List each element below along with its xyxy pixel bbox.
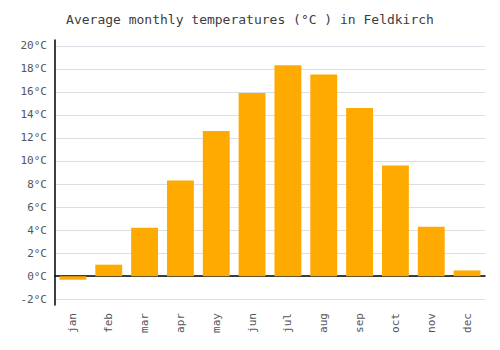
svg-text:Average monthly temperatures (: Average monthly temperatures (°C ) in Fe… bbox=[66, 12, 434, 27]
svg-text:feb: feb bbox=[102, 313, 115, 333]
svg-text:10°C: 10°C bbox=[21, 154, 48, 167]
svg-text:nov: nov bbox=[425, 313, 438, 333]
svg-text:jul: jul bbox=[281, 313, 294, 333]
svg-text:4°C: 4°C bbox=[27, 224, 47, 237]
svg-text:8°C: 8°C bbox=[27, 178, 47, 191]
svg-text:-2°C: -2°C bbox=[21, 293, 48, 306]
svg-text:18°C: 18°C bbox=[21, 62, 48, 75]
svg-text:aug: aug bbox=[317, 313, 330, 333]
svg-text:2°C: 2°C bbox=[27, 247, 47, 260]
svg-text:0°C: 0°C bbox=[27, 270, 47, 283]
svg-text:apr: apr bbox=[174, 313, 187, 333]
svg-text:14°C: 14°C bbox=[21, 108, 48, 121]
svg-text:jun: jun bbox=[246, 313, 259, 333]
svg-text:6°C: 6°C bbox=[27, 201, 47, 214]
svg-text:may: may bbox=[210, 313, 223, 333]
svg-text:sep: sep bbox=[353, 313, 366, 333]
svg-text:dec: dec bbox=[461, 313, 474, 333]
svg-text:mar: mar bbox=[138, 313, 151, 333]
svg-text:20°C: 20°C bbox=[21, 39, 48, 52]
svg-text:jan: jan bbox=[66, 313, 79, 333]
svg-text:oct: oct bbox=[389, 313, 402, 333]
svg-text:16°C: 16°C bbox=[21, 85, 48, 98]
svg-text:12°C: 12°C bbox=[21, 131, 48, 144]
